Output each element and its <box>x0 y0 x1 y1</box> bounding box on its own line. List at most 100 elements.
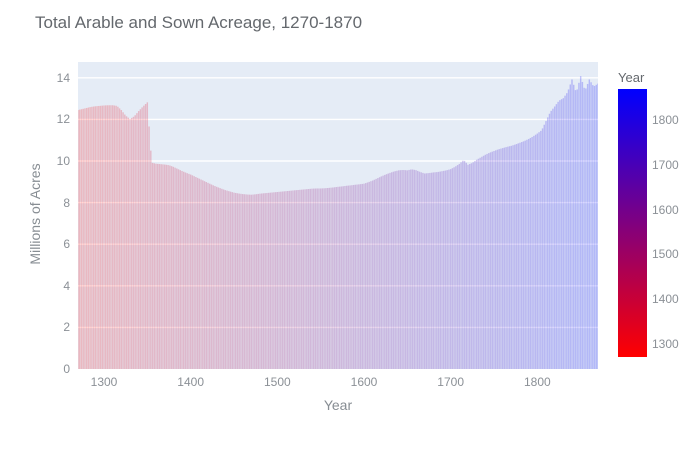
bar <box>417 170 419 369</box>
bar <box>339 186 341 369</box>
x-tick-label: 1800 <box>523 375 551 389</box>
bar <box>533 135 535 369</box>
bar <box>332 187 334 369</box>
bar <box>415 170 417 369</box>
bar <box>427 173 429 369</box>
bar <box>581 81 584 369</box>
bar <box>155 163 157 369</box>
bar <box>443 170 445 369</box>
bar <box>219 188 221 369</box>
bar <box>448 169 450 369</box>
bar <box>200 179 202 369</box>
bar <box>195 177 197 369</box>
bar <box>410 169 412 369</box>
bar <box>319 188 322 369</box>
bar <box>209 183 211 369</box>
bar <box>552 108 554 369</box>
bar <box>84 108 86 369</box>
bar <box>365 183 367 369</box>
bar <box>224 190 227 369</box>
bar <box>231 192 233 369</box>
bar <box>562 98 565 369</box>
chart-title: Total Arable and Sown Acreage, 1270-1870 <box>35 13 363 32</box>
bar <box>214 186 216 369</box>
bar <box>493 151 495 369</box>
bar <box>141 107 143 369</box>
bar <box>316 188 318 369</box>
bar <box>538 132 540 369</box>
bar <box>555 104 558 369</box>
bar <box>472 162 474 369</box>
bar <box>553 106 556 369</box>
xaxis-title: Year <box>323 397 353 413</box>
bar <box>333 187 336 369</box>
bar <box>335 187 337 369</box>
bar <box>432 172 435 369</box>
bar <box>193 176 195 369</box>
x-tick-label: 1500 <box>263 375 291 389</box>
bar <box>233 192 235 369</box>
bar <box>576 89 578 369</box>
bar <box>351 185 353 369</box>
bar <box>446 170 448 369</box>
bar <box>397 170 400 369</box>
bar <box>163 164 166 369</box>
bar <box>252 194 254 369</box>
bar <box>337 186 339 369</box>
bar <box>567 89 570 369</box>
bar <box>488 153 490 369</box>
bar <box>550 110 552 369</box>
bar <box>215 186 218 369</box>
bar <box>547 117 549 369</box>
bar <box>229 191 232 369</box>
bar <box>148 126 150 369</box>
bar <box>134 115 136 369</box>
y-tick-label: 6 <box>63 237 70 252</box>
plot-area[interactable] <box>78 62 598 369</box>
bar <box>287 190 289 369</box>
bar <box>560 99 563 369</box>
bar <box>307 189 310 369</box>
bar <box>271 192 273 369</box>
bar <box>124 114 126 369</box>
x-tick-label: 1300 <box>90 375 118 389</box>
bar <box>254 194 256 369</box>
bar <box>177 169 180 369</box>
bar <box>363 183 365 369</box>
bar <box>326 188 329 369</box>
bar <box>157 163 159 369</box>
bar <box>222 189 225 369</box>
bar <box>179 170 181 369</box>
bar <box>557 101 559 369</box>
bar <box>489 152 492 369</box>
bar <box>377 178 379 369</box>
bar <box>113 105 116 369</box>
bar <box>243 194 246 369</box>
bar <box>541 128 544 369</box>
bar <box>526 139 528 369</box>
bar <box>266 192 268 369</box>
bar <box>429 172 431 369</box>
bar <box>189 174 192 369</box>
bar <box>501 148 504 369</box>
bar <box>439 171 441 369</box>
bar <box>496 149 499 369</box>
bar <box>579 76 582 369</box>
bar <box>108 105 110 369</box>
y-tick-label: 2 <box>63 320 70 335</box>
bar <box>132 116 135 369</box>
bar <box>378 177 381 369</box>
bar <box>137 111 140 369</box>
y-tick-label: 0 <box>63 362 70 376</box>
bar <box>309 188 311 369</box>
bar <box>462 160 464 369</box>
bar <box>299 189 301 369</box>
bar <box>347 185 350 369</box>
bar <box>174 167 176 369</box>
bar <box>597 83 598 369</box>
colorbar-tick-label: 1800 <box>652 113 679 128</box>
bar <box>118 108 121 369</box>
bar <box>543 124 545 369</box>
bar <box>89 107 91 369</box>
bar <box>151 162 154 369</box>
